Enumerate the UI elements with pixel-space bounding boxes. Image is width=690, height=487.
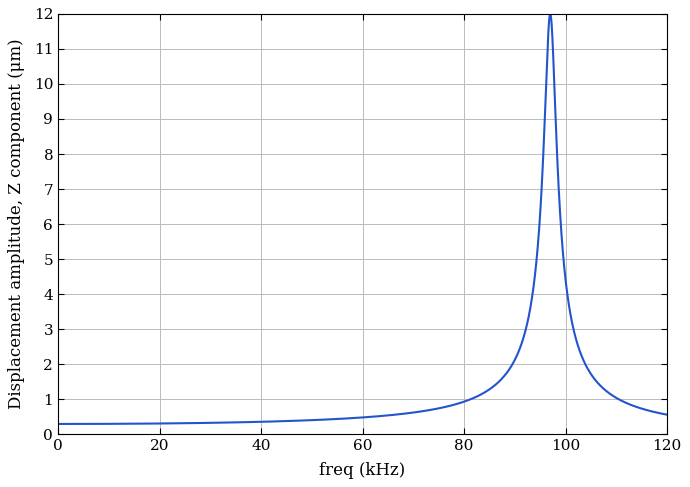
Y-axis label: Displacement amplitude, Z component (μm): Displacement amplitude, Z component (μm) xyxy=(8,39,26,410)
X-axis label: freq (kHz): freq (kHz) xyxy=(319,462,406,479)
